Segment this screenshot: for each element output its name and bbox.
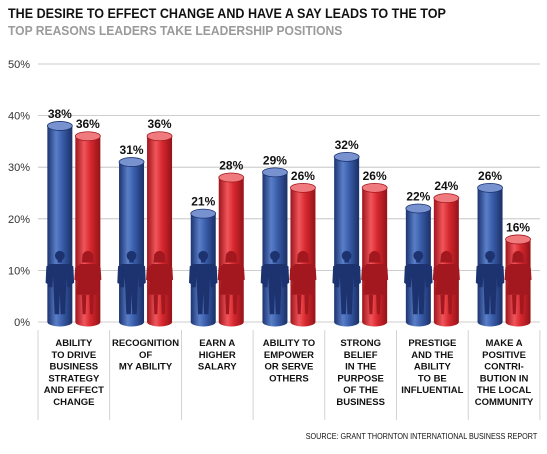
category-label: MAKE A POSITIVE CONTRI-BUTION IN THE LOCAL C… bbox=[475, 338, 534, 408]
category-label-line: INFLUENTIAL bbox=[401, 385, 463, 396]
category-label: PRESTIGE AND THE ABILITY TO BE INFLUENTIAL bbox=[401, 338, 463, 396]
source-note: SOURCE: GRANT THORNTON INTERNATIONAL BUS… bbox=[305, 432, 537, 441]
category-label-line: CHANGE bbox=[53, 397, 94, 408]
category-label-line: STRONG bbox=[340, 338, 381, 349]
value-label: 26% bbox=[363, 169, 387, 183]
category-label-line: OF THE bbox=[343, 385, 378, 396]
category-label-line: AND THE bbox=[411, 350, 453, 361]
category-label-line: OF bbox=[139, 350, 152, 361]
category-label-line: PURPOSE bbox=[337, 373, 383, 384]
male-bar-1 bbox=[119, 162, 145, 327]
bar-top-cap bbox=[433, 193, 460, 204]
value-label: 28% bbox=[219, 159, 243, 173]
category-label: STRONG BELIEF IN THE PURPOSE OF THE BUSINESS bbox=[336, 338, 385, 408]
category-label-line: ABILITY bbox=[55, 338, 93, 349]
female-bar-1 bbox=[147, 136, 173, 327]
chart-subtitle: TOP REASONS LEADERS TAKE LEADERSHIP POSI… bbox=[8, 23, 343, 38]
category-label: RECOGNITION OF MY ABILITY bbox=[112, 338, 179, 373]
category-label: ABILITY TO DRIVE BUSINESS STRATEGY AND EFFEC… bbox=[44, 338, 104, 408]
value-label: 26% bbox=[478, 169, 502, 183]
category-label-line: TO DRIVE bbox=[51, 350, 96, 361]
category-label-line: MAKE A bbox=[485, 338, 522, 349]
category-label-line: HIGHER bbox=[199, 350, 236, 361]
value-label: 29% bbox=[263, 153, 287, 167]
value-label: 36% bbox=[76, 117, 100, 131]
category-label-line: SALARY bbox=[198, 362, 237, 373]
category-label-line: BUSINESS bbox=[336, 397, 385, 408]
category-label-line: EARN A bbox=[199, 338, 235, 349]
category-label-line: EMPOWER bbox=[264, 350, 314, 361]
category-label-line: AND EFFECT bbox=[44, 385, 104, 396]
category-label-line: TO BE bbox=[418, 373, 447, 384]
bar-top-cap bbox=[290, 182, 316, 193]
category-label-line: COMMUNITY bbox=[475, 397, 534, 408]
category-label-line: MY ABILITY bbox=[119, 362, 173, 373]
category-label-line: ABILITY bbox=[414, 362, 452, 373]
category-label: EARN A HIGHER SALARY bbox=[198, 338, 237, 373]
category-label-line: CONTRI- bbox=[484, 362, 524, 373]
bar-top-cap bbox=[361, 182, 388, 193]
bar-top-cap bbox=[146, 131, 173, 142]
y-tick-label: 10% bbox=[8, 265, 30, 277]
value-label: 21% bbox=[191, 195, 215, 209]
value-label: 36% bbox=[148, 117, 172, 131]
category-label-line: STRATEGY bbox=[48, 373, 100, 384]
bar-top-cap bbox=[218, 172, 245, 183]
bar-top-cap bbox=[333, 151, 360, 162]
bar-top-cap bbox=[46, 121, 73, 131]
bar-top-cap bbox=[477, 182, 503, 193]
value-label: 16% bbox=[506, 220, 530, 234]
category-label-line: PRESTIGE bbox=[408, 338, 456, 349]
y-tick-label: 40% bbox=[8, 111, 30, 123]
bar-top-cap bbox=[190, 208, 217, 219]
male-bar-4 bbox=[334, 156, 360, 327]
value-label: 26% bbox=[291, 169, 315, 183]
category-label: ABILITY TO EMPOWER OR SERVE OTHERS bbox=[263, 338, 315, 384]
category-label-line: BELIEF bbox=[344, 350, 378, 361]
value-label: 24% bbox=[434, 179, 458, 193]
y-tick-label: 0% bbox=[14, 317, 30, 329]
female-bar-0 bbox=[75, 136, 101, 327]
value-label: 38% bbox=[48, 107, 72, 121]
value-label: 22% bbox=[406, 189, 430, 203]
y-tick-label: 50% bbox=[8, 59, 30, 71]
category-label-line: BUTION IN bbox=[480, 373, 529, 384]
category-label-line: ABILITY TO bbox=[263, 338, 315, 349]
bar-top-cap bbox=[118, 157, 145, 167]
bar-top-cap bbox=[74, 131, 101, 142]
category-label-line: POSITIVE bbox=[482, 350, 526, 361]
category-label-line: OR SERVE bbox=[264, 362, 313, 373]
category-label-line: BUSINESS bbox=[50, 362, 99, 373]
category-label-line: RECOGNITION bbox=[112, 338, 179, 349]
category-label-line: THE LOCAL bbox=[477, 385, 532, 396]
chart-title: THE DESIRE TO EFFECT CHANGE AND HAVE A S… bbox=[8, 6, 446, 21]
y-tick-label: 20% bbox=[8, 214, 30, 226]
value-label: 31% bbox=[120, 143, 144, 157]
bar-top-cap bbox=[262, 167, 288, 178]
male-bar-3 bbox=[262, 172, 288, 327]
category-label-line: IN THE bbox=[345, 362, 376, 373]
bar-top-cap bbox=[405, 203, 432, 214]
y-tick-label: 30% bbox=[8, 162, 30, 174]
value-label: 32% bbox=[335, 138, 359, 152]
category-label-line: OTHERS bbox=[269, 373, 309, 384]
bar-top-cap bbox=[505, 234, 531, 245]
male-bar-0 bbox=[47, 125, 73, 327]
